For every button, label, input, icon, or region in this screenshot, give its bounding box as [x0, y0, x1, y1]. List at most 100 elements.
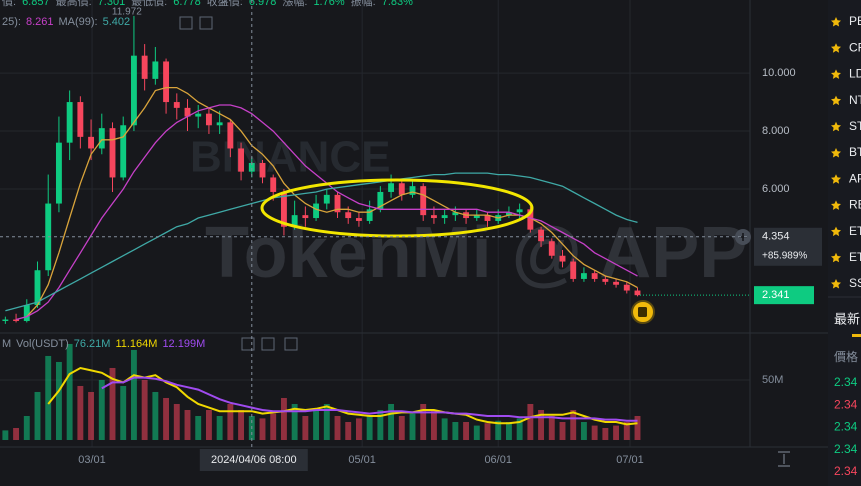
- volume-bar: [259, 418, 266, 440]
- candle-body: [420, 186, 427, 216]
- candle-body: [205, 113, 212, 126]
- volume-bar: [323, 403, 330, 440]
- ma-line: [26, 86, 638, 318]
- volume-bar: [216, 415, 223, 440]
- x-tick-label: 06/01: [484, 454, 512, 466]
- sidebar: [828, 0, 861, 486]
- icon-box[interactable]: [241, 337, 255, 351]
- y-tick-label: 6.000: [762, 183, 790, 195]
- symbol[interactable]: AP: [849, 171, 861, 185]
- candle-body: [548, 241, 555, 256]
- legend-text: 漲幅:: [282, 0, 307, 8]
- volume-bar: [334, 415, 341, 440]
- candle-body: [527, 209, 534, 230]
- legend-text: 11.164M: [115, 338, 157, 350]
- x-tick-label: 05/01: [348, 454, 376, 466]
- volume-bar: [313, 409, 320, 440]
- toolbar-icons: [179, 16, 790, 467]
- legend-text: 最高價:: [56, 0, 92, 8]
- price: 2.34: [834, 464, 858, 478]
- volume-bar: [130, 349, 137, 440]
- candle-body: [505, 212, 512, 216]
- symbol[interactable]: NT: [849, 93, 861, 107]
- settings-icon[interactable]: [778, 451, 790, 467]
- candle-body: [580, 273, 587, 279]
- y-tick-label: 10.000: [762, 67, 796, 79]
- symbol[interactable]: ST: [849, 119, 861, 133]
- icon-box[interactable]: [179, 16, 193, 30]
- candle-body: [591, 273, 598, 279]
- candle-body: [613, 281, 620, 285]
- symbol[interactable]: CR: [849, 40, 861, 54]
- candle-body: [430, 215, 437, 219]
- volume-bar: [538, 409, 545, 440]
- candle-body: [291, 215, 298, 227]
- volume-ma-line: [101, 376, 638, 422]
- volume-bar: [163, 397, 170, 440]
- crosshair-date-box: [199, 449, 308, 471]
- icon-box[interactable]: [261, 337, 275, 351]
- candle-body: [355, 218, 362, 221]
- x-tick-label: 03/01: [78, 454, 106, 466]
- legend-text: 6.978: [249, 0, 277, 8]
- volume-bar: [366, 415, 373, 440]
- volume-bar: [141, 379, 148, 440]
- volume-bar: [398, 415, 405, 440]
- candle-body: [227, 122, 234, 149]
- volume-bar: [45, 355, 52, 440]
- volume-bar: [452, 421, 459, 440]
- volume-bar: [227, 403, 234, 440]
- volume-bar: [570, 409, 577, 440]
- star-icon: [831, 43, 841, 53]
- volume-bar: [388, 403, 395, 440]
- candle-body: [34, 270, 41, 306]
- tab[interactable]: 最新: [834, 311, 860, 326]
- last-price-box: [754, 286, 814, 305]
- symbol[interactable]: ET: [849, 224, 861, 238]
- candle-body: [98, 128, 105, 149]
- symbol[interactable]: ET: [849, 250, 861, 264]
- crosshair-date: 2024/04/06 08:00: [211, 454, 297, 466]
- volume-bar: [66, 343, 73, 440]
- volume-bar: [420, 403, 427, 440]
- volume-bar: [345, 421, 352, 440]
- candle-body: [109, 128, 116, 178]
- volume-bar: [623, 421, 630, 440]
- symbol[interactable]: PE: [849, 14, 861, 28]
- volume-bar: [302, 415, 309, 440]
- symbol[interactable]: SS: [849, 276, 861, 290]
- candle-body: [238, 148, 245, 172]
- star-icon: [831, 252, 841, 263]
- candle-body: [141, 55, 148, 79]
- candle-body: [77, 102, 84, 137]
- volume-bar: [516, 418, 523, 440]
- highlight-ellipse: [260, 178, 534, 238]
- volume-bar: [634, 415, 641, 440]
- candle-body: [280, 191, 287, 227]
- star-icon: [831, 121, 841, 132]
- symbol[interactable]: RE: [849, 198, 861, 212]
- volume-bar: [580, 421, 587, 440]
- volume-bar: [430, 409, 437, 440]
- volume-bar: [441, 418, 448, 440]
- volume-bar: [238, 409, 245, 440]
- candle-body: [538, 229, 545, 242]
- icon-box[interactable]: [199, 16, 213, 30]
- volume-bar: [613, 425, 620, 440]
- crosshair-change: +85.989%: [762, 250, 807, 261]
- volume-bar: [152, 391, 159, 440]
- candle-body: [484, 215, 491, 221]
- volume-bar: [473, 425, 480, 440]
- icon-box[interactable]: [284, 337, 298, 351]
- high-label: 11.972: [112, 7, 142, 18]
- star-icon: [831, 69, 841, 79]
- legend-text: 振幅:: [351, 0, 376, 8]
- volume-bar: [355, 418, 362, 440]
- volume-bar: [173, 403, 180, 440]
- symbol[interactable]: LD: [849, 67, 861, 81]
- candle-body: [88, 136, 95, 149]
- candle-body: [334, 194, 341, 213]
- candle-body: [441, 215, 448, 219]
- legend-text: 最低價:: [131, 0, 167, 8]
- symbol[interactable]: BT: [849, 145, 861, 159]
